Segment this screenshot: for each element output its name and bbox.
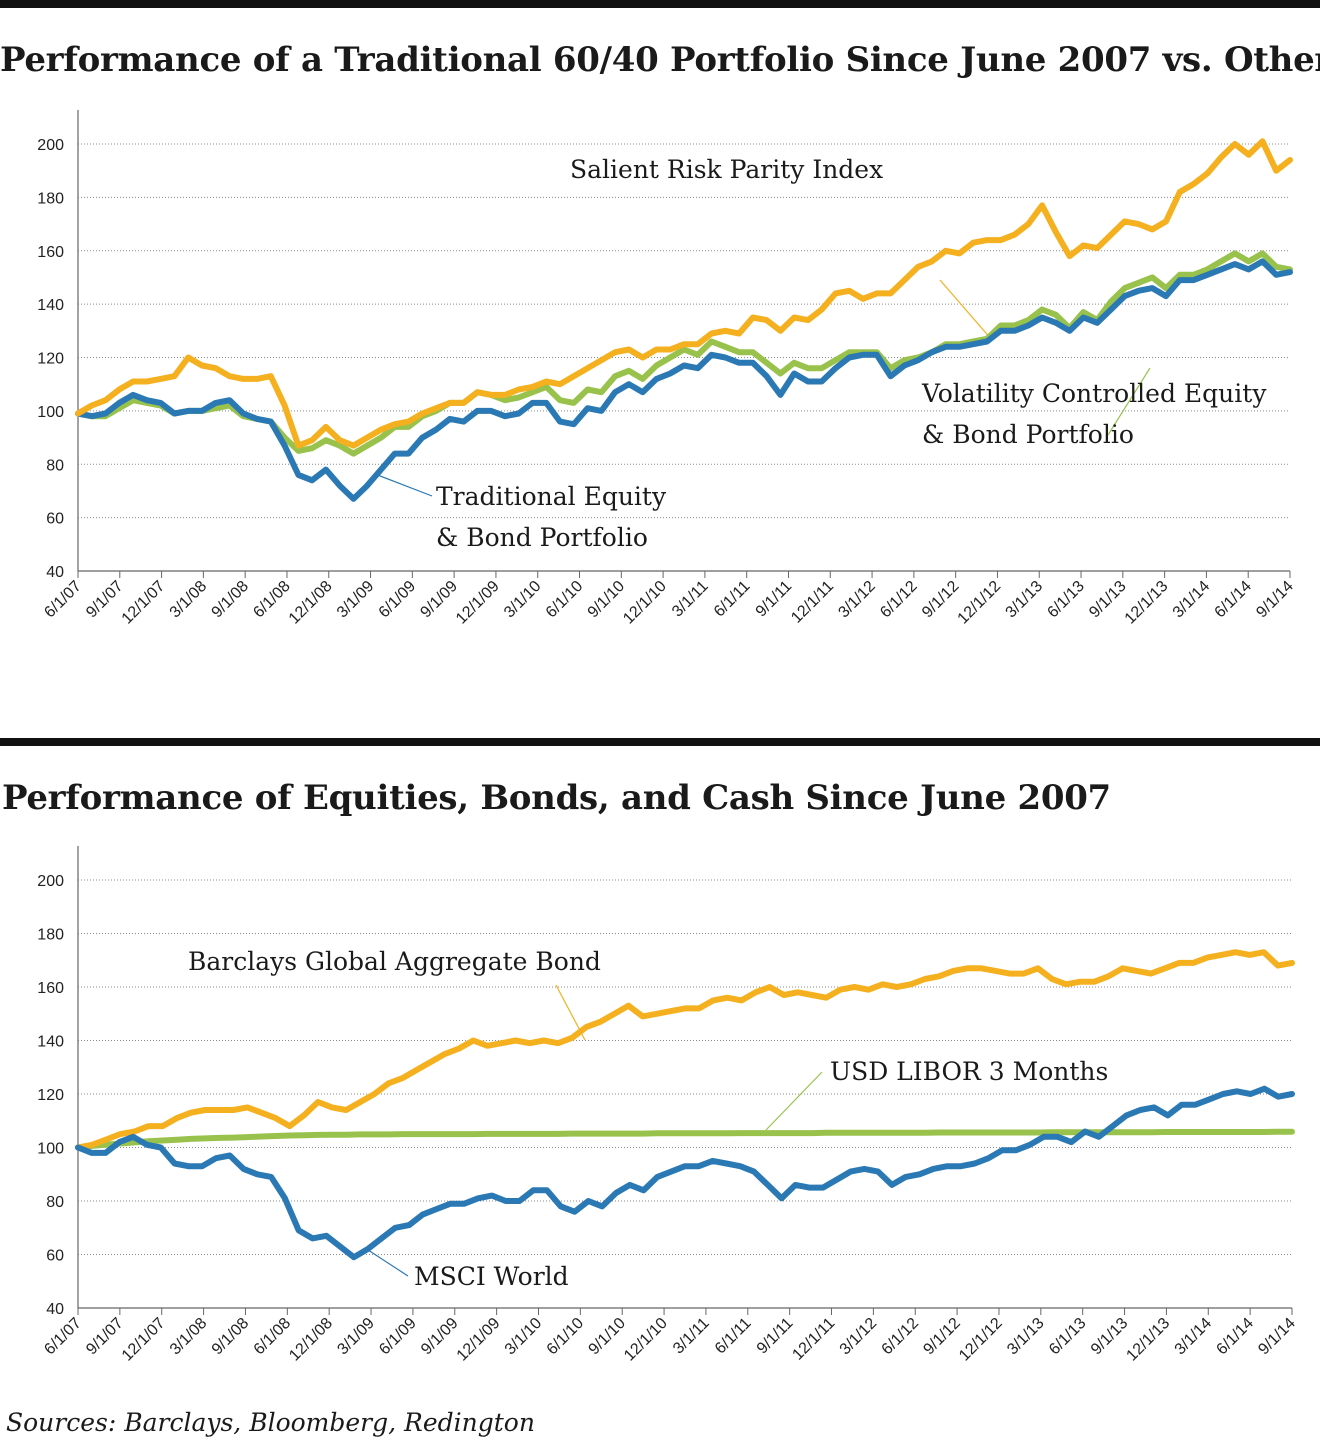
x-tick-label: 3/1/13 — [1003, 578, 1047, 622]
series-line-traditional-equity-bond-portfolio — [75, 258, 1293, 502]
chart2-title: Performance of Equities, Bonds, and Cash… — [2, 778, 1111, 818]
x-tick-label: 3/1/10 — [501, 578, 545, 622]
x-tick-label: 12/1/13 — [1122, 578, 1172, 628]
y-tick-label: 60 — [46, 1248, 64, 1265]
y-tick-label: 80 — [46, 1194, 64, 1211]
x-tick-label: 9/1/08 — [209, 578, 253, 622]
y-tick-label: 200 — [37, 137, 64, 154]
chart1-title: Performance of a Traditional 60/40 Portf… — [0, 40, 1320, 80]
y-tick-label: 100 — [37, 404, 64, 421]
x-tick-label: 6/1/14 — [1213, 1315, 1257, 1359]
x-tick-label: 12/1/12 — [956, 1315, 1006, 1365]
y-tick-label: 140 — [37, 1034, 64, 1051]
middle-rule — [0, 738, 1320, 746]
annotation-leader — [765, 1071, 823, 1131]
series-annotation: USD LIBOR 3 Months — [830, 1057, 1108, 1086]
annotation-leader — [939, 279, 993, 341]
series-line-barclays-global-aggregate-bond — [75, 949, 1295, 1151]
x-tick-label: 12/1/13 — [1123, 1315, 1173, 1365]
x-tick-label: 9/1/08 — [209, 1315, 253, 1359]
x-tick-label: 6/1/13 — [1046, 1315, 1090, 1359]
x-tick-label: 12/1/11 — [788, 578, 837, 627]
sources-note: Sources: Barclays, Bloomberg, Redington — [6, 1408, 535, 1437]
series-annotation: Barclays Global Aggregate Bond — [188, 947, 601, 976]
x-tick-label: 3/1/14 — [1172, 1315, 1216, 1359]
y-tick-label: 200 — [37, 873, 64, 890]
series-line-usd-libor-3-months — [75, 1128, 1295, 1151]
annotation-leader — [1107, 367, 1151, 436]
y-tick-label: 80 — [46, 457, 64, 474]
annotation-leader — [374, 473, 433, 497]
x-tick-label: 12/1/10 — [620, 578, 670, 628]
chart2-plot: 4060801001201401601802006/1/079/1/0712/1… — [37, 846, 1299, 1365]
x-tick-label: 12/1/09 — [454, 1315, 504, 1365]
annotation-leader — [364, 1247, 409, 1277]
x-tick-label: 6/1/11 — [712, 1315, 755, 1358]
series-line-msci-world — [75, 1085, 1295, 1261]
x-tick-label: 12/1/08 — [286, 1315, 336, 1365]
x-tick-label: 3/1/08 — [167, 1315, 211, 1359]
x-tick-label: 6/1/07 — [41, 578, 85, 622]
x-tick-label: 12/1/09 — [453, 578, 503, 628]
x-tick-label: 6/1/10 — [544, 1315, 588, 1359]
x-tick-label: 6/1/09 — [376, 1315, 420, 1359]
x-tick-label: 6/1/09 — [376, 578, 420, 622]
x-tick-label: 3/1/12 — [835, 578, 879, 622]
series-line-salient-risk-parity-index — [75, 138, 1293, 449]
series-annotation: & Bond Portfolio — [922, 420, 1134, 449]
series-annotation: Volatility Controlled Equity — [921, 379, 1267, 408]
x-tick-label: 12/1/11 — [789, 1315, 838, 1364]
x-tick-label: 3/1/14 — [1170, 578, 1214, 622]
chart1-plot: 4060801001201401601802006/1/079/1/0712/1… — [37, 110, 1297, 628]
x-tick-label: 9/1/14 — [1255, 1315, 1299, 1359]
y-tick-label: 160 — [37, 980, 64, 997]
y-tick-label: 180 — [37, 927, 64, 944]
y-tick-label: 120 — [37, 1087, 64, 1104]
x-tick-label: 3/1/11 — [670, 1315, 713, 1358]
x-tick-label: 6/1/10 — [543, 578, 587, 622]
x-tick-label: 12/1/08 — [286, 578, 336, 628]
x-tick-label: 6/1/11 — [711, 578, 754, 621]
x-tick-label: 3/1/09 — [334, 578, 378, 622]
top-rule — [0, 0, 1320, 8]
x-tick-label: 12/1/10 — [621, 1315, 671, 1365]
x-tick-label: 6/1/12 — [877, 578, 921, 622]
x-tick-label: 3/1/10 — [502, 1315, 546, 1359]
series-annotation: & Bond Portfolio — [436, 523, 648, 552]
y-tick-label: 40 — [46, 1301, 64, 1318]
x-tick-label: 12/1/07 — [119, 578, 169, 628]
y-tick-label: 60 — [46, 511, 64, 528]
x-tick-label: 3/1/13 — [1004, 1315, 1048, 1359]
x-tick-label: 3/1/12 — [837, 1315, 881, 1359]
x-tick-label: 3/1/09 — [334, 1315, 378, 1359]
x-tick-label: 6/1/07 — [41, 1315, 85, 1359]
y-tick-label: 140 — [37, 297, 64, 314]
x-tick-label: 6/1/14 — [1212, 578, 1256, 622]
x-tick-label: 6/1/12 — [879, 1315, 923, 1359]
y-tick-label: 120 — [37, 351, 64, 368]
x-tick-label: 12/1/12 — [955, 578, 1005, 628]
y-tick-label: 160 — [37, 244, 64, 261]
x-tick-label: 3/1/11 — [669, 578, 712, 621]
x-tick-label: 6/1/13 — [1044, 578, 1088, 622]
series-annotation: Salient Risk Parity Index — [570, 155, 883, 184]
x-tick-label: 12/1/07 — [119, 1315, 169, 1365]
series-annotation: Traditional Equity — [436, 482, 667, 511]
y-tick-label: 100 — [37, 1141, 64, 1158]
y-tick-label: 180 — [37, 190, 64, 207]
x-tick-label: 9/1/14 — [1253, 578, 1297, 622]
series-annotation: MSCI World — [414, 1262, 569, 1291]
x-tick-label: 3/1/08 — [167, 578, 211, 622]
y-tick-label: 40 — [46, 564, 64, 581]
